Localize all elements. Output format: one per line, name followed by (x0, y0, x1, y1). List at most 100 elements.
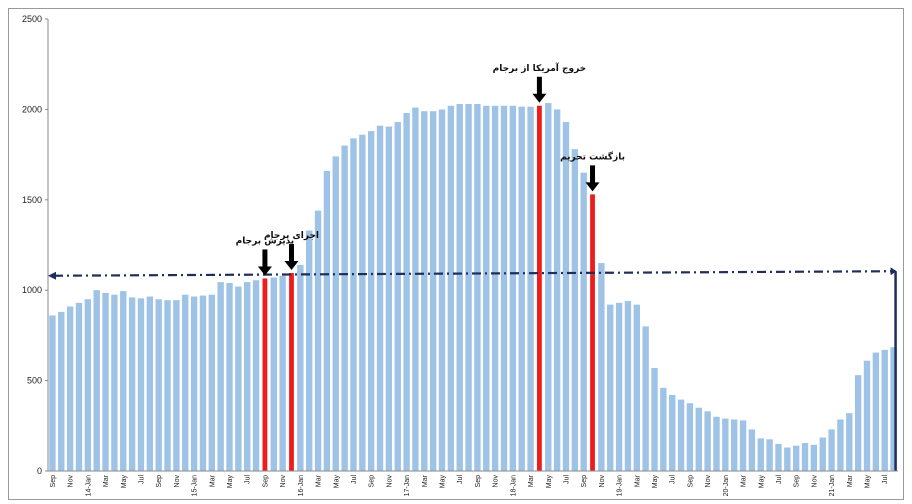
x-axis: Sep Nov 14-Jan Mar May Jul Sep Nov 15-Jan Mar May J… (48, 470, 898, 497)
bar (863, 360, 871, 471)
x-tick-label: Nov (68, 475, 75, 488)
bar (279, 275, 286, 471)
x-tick-label: Jul (457, 475, 464, 484)
bar (695, 407, 702, 471)
x-tick-label: 15-Jan (192, 475, 199, 497)
bar (394, 122, 401, 471)
x-tick-label: Sep (156, 475, 163, 488)
annotation-arrow-shaft (288, 244, 294, 263)
bar (792, 445, 800, 471)
x-tick-label: Sep (369, 475, 376, 488)
bar (146, 296, 154, 471)
bar (642, 326, 649, 471)
bar (190, 296, 198, 471)
bar (739, 420, 747, 471)
x-tick-label: Jul (882, 475, 889, 484)
y-tick-label: 500 (27, 376, 42, 386)
highlight-bar (262, 278, 268, 471)
x-tick-label: Mar (422, 474, 429, 487)
x-tick-label: 20-Jan (723, 475, 730, 497)
x-tick-label: Nov (599, 475, 606, 488)
bar (235, 286, 242, 471)
highlight-bar (537, 105, 542, 471)
x-tick-label: Nov (280, 475, 287, 488)
bar (810, 444, 818, 471)
x-tick-label: 21-Jan (829, 475, 836, 497)
bar (226, 282, 233, 471)
annotation-label: پذیرش برجام (236, 236, 295, 246)
bar (669, 395, 676, 471)
bar (722, 418, 729, 471)
y-tick-label: 1000 (22, 285, 42, 295)
bar (784, 447, 791, 471)
bar (359, 134, 366, 471)
bar (527, 106, 534, 472)
bar (306, 230, 313, 471)
bar (75, 302, 83, 471)
x-tick-label: Sep (50, 475, 57, 488)
bar (580, 172, 587, 471)
annotation-label: خروج آمریکا از برجام (493, 62, 587, 74)
bar (332, 156, 339, 471)
bar (881, 349, 888, 471)
x-tick-label: 16-Jan (298, 475, 305, 497)
bar (49, 315, 56, 471)
y-tick-label: 0 (37, 466, 42, 476)
bar (651, 367, 658, 471)
bar (553, 109, 561, 472)
bar (137, 298, 145, 471)
bar (84, 299, 92, 471)
bar (244, 282, 251, 471)
x-tick-label: 17-Jan (404, 475, 411, 497)
x-tick-label: Nov (174, 475, 181, 488)
highlight-bar (289, 273, 294, 471)
bar (607, 304, 614, 471)
bar (128, 297, 136, 471)
bar (633, 304, 640, 471)
x-tick-label: May (333, 475, 340, 489)
annotation-arrow-head (257, 266, 272, 276)
bar (252, 280, 260, 471)
bar (801, 442, 809, 471)
bar (731, 419, 738, 471)
bar (102, 292, 109, 471)
annotation-arrow-head (532, 93, 547, 103)
bar (775, 443, 782, 471)
bar (890, 347, 897, 471)
x-tick-label: Jul (563, 475, 570, 484)
bar (376, 125, 384, 471)
x-tick-label: May (865, 475, 872, 489)
bar (403, 113, 410, 472)
x-tick-label: Mar (847, 474, 854, 487)
annotation-label: بازگشت تحریم (560, 150, 625, 162)
x-tick-label: May (758, 475, 765, 489)
bar (483, 105, 490, 471)
x-tick-label: Mar (209, 474, 216, 487)
bar (456, 103, 463, 471)
bar (314, 210, 322, 471)
x-tick-label: May (546, 475, 553, 489)
x-tick-label: May (227, 475, 234, 489)
bar (571, 149, 579, 471)
bar (111, 294, 118, 471)
bar (447, 105, 455, 471)
reference-line-end-arrowhead (890, 267, 897, 276)
bar (341, 145, 348, 471)
bar (766, 439, 773, 471)
bar (562, 122, 570, 471)
bar (350, 138, 357, 471)
bar (429, 111, 437, 471)
x-tick-label: Jul (138, 475, 145, 484)
bar (704, 411, 711, 471)
bar (120, 291, 127, 471)
y-axis: 0 500 1000 1500 2000 2500 (22, 14, 49, 476)
annotation-label: اجرای برجام (264, 231, 319, 241)
bar (421, 111, 428, 471)
x-tick-label: 14-Jan (85, 475, 92, 497)
x-tick-label: May (121, 475, 128, 489)
bar (465, 103, 472, 471)
reference-line-path (53, 270, 896, 277)
annotation-arrow-head (284, 261, 299, 271)
